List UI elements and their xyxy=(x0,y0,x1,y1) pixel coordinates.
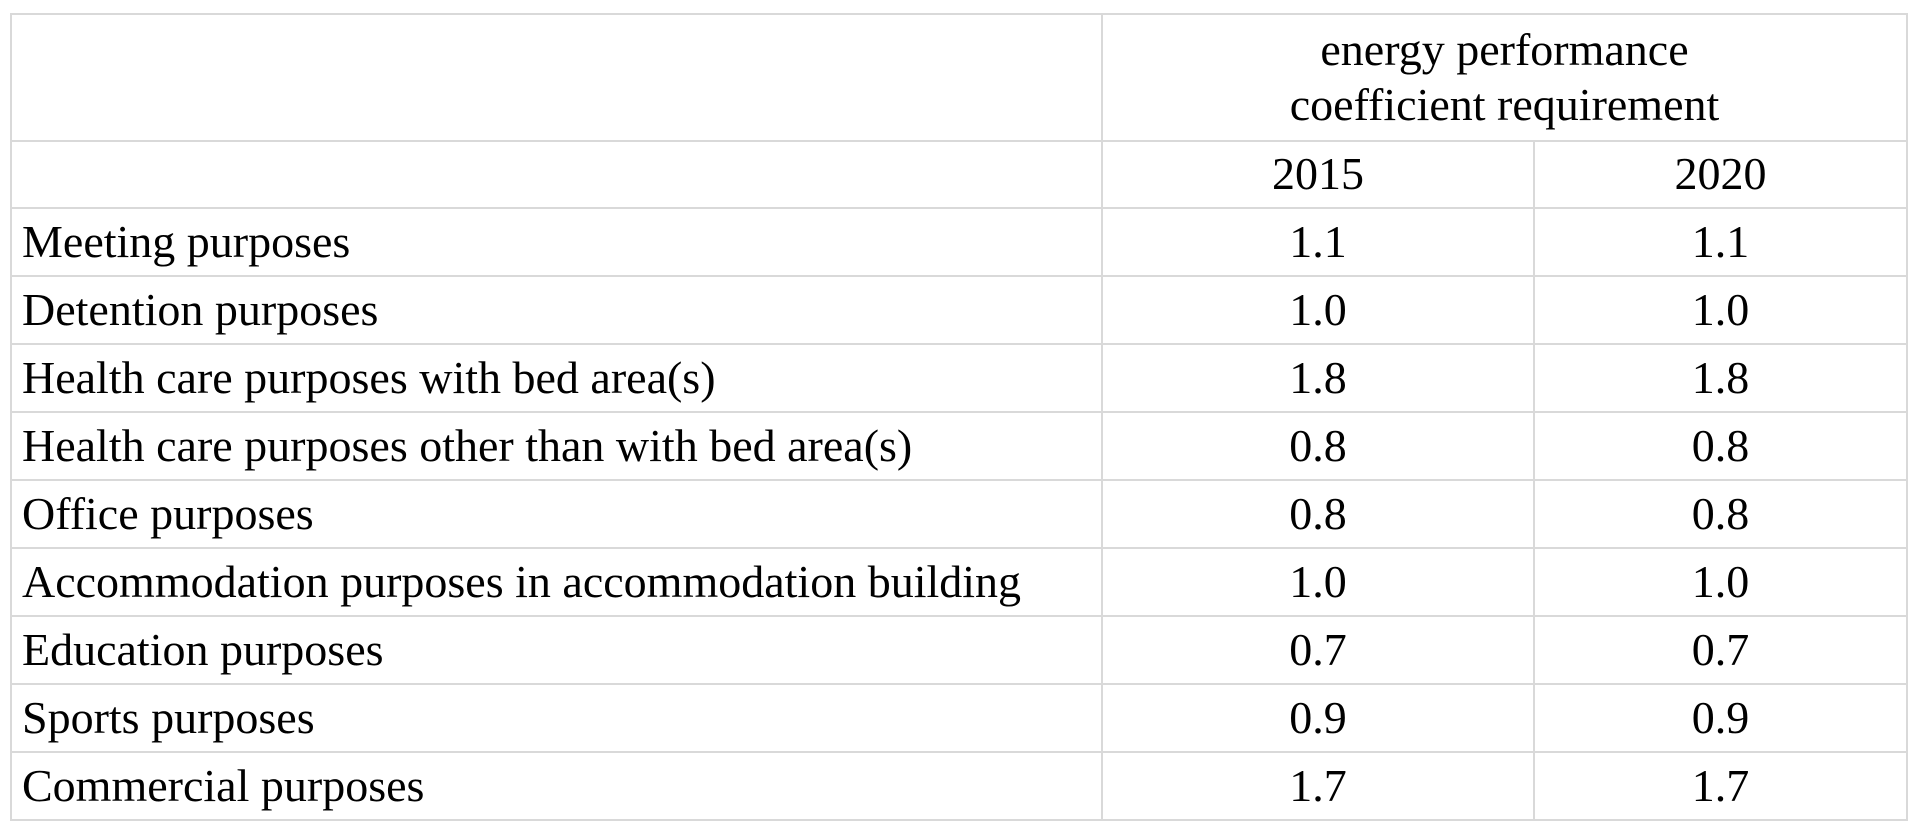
table-title-line-1: energy performance xyxy=(1320,24,1689,76)
energy-performance-table: energy performance coefficient requireme… xyxy=(10,13,1909,821)
table-title-line-2: coefficient requirement xyxy=(1289,78,1720,130)
merged-header-row: energy performance coefficient requireme… xyxy=(10,13,1909,142)
value-2015-cell: 1.0 xyxy=(1101,275,1535,345)
row-label-cell: Education purposes xyxy=(10,615,1103,685)
empty-corner-cell xyxy=(10,13,1103,142)
value-2020-cell: 0.8 xyxy=(1532,479,1909,549)
value-2015-cell: 0.8 xyxy=(1101,411,1535,481)
merged-title-cell: energy performance coefficient requireme… xyxy=(1100,13,1909,142)
table-row: Health care purposes other than with bed… xyxy=(10,411,1909,481)
value-2015-cell: 1.1 xyxy=(1101,207,1535,277)
table-row: Sports purposes 0.9 0.9 xyxy=(10,683,1909,753)
row-label-cell: Detention purposes xyxy=(10,275,1103,345)
row-label-cell: Meeting purposes xyxy=(10,207,1103,277)
value-2015-cell: 0.7 xyxy=(1101,615,1535,685)
year-header-row: 2015 2020 xyxy=(10,140,1909,209)
table-row: Commercial purposes 1.7 1.7 xyxy=(10,751,1909,821)
row-label-cell: Office purposes xyxy=(10,479,1103,549)
value-2020-cell: 1.0 xyxy=(1532,275,1909,345)
value-2020-cell: 1.8 xyxy=(1532,343,1909,413)
value-2015-cell: 1.8 xyxy=(1101,343,1535,413)
table-row: Meeting purposes 1.1 1.1 xyxy=(10,207,1909,277)
table-row: Detention purposes 1.0 1.0 xyxy=(10,275,1909,345)
table-row: Office purposes 0.8 0.8 xyxy=(10,479,1909,549)
year-2015-header: 2015 xyxy=(1101,140,1535,209)
value-2020-cell: 0.9 xyxy=(1532,683,1909,753)
row-label-cell: Sports purposes xyxy=(10,683,1103,753)
row-label-cell: Health care purposes with bed area(s) xyxy=(10,343,1103,413)
value-2020-cell: 1.1 xyxy=(1532,207,1909,277)
row-label-cell: Accommodation purposes in accommodation … xyxy=(10,547,1103,617)
table-row: Health care purposes with bed area(s) 1.… xyxy=(10,343,1909,413)
value-2020-cell: 1.7 xyxy=(1532,751,1909,821)
value-2015-cell: 1.0 xyxy=(1101,547,1535,617)
value-2015-cell: 1.7 xyxy=(1101,751,1535,821)
value-2020-cell: 1.0 xyxy=(1532,547,1909,617)
value-2015-cell: 0.8 xyxy=(1101,479,1535,549)
year-2020-header: 2020 xyxy=(1532,140,1909,209)
value-2020-cell: 0.8 xyxy=(1532,411,1909,481)
empty-year-cell xyxy=(10,140,1103,209)
row-label-cell: Health care purposes other than with bed… xyxy=(10,411,1103,481)
value-2015-cell: 0.9 xyxy=(1101,683,1535,753)
table-row: Education purposes 0.7 0.7 xyxy=(10,615,1909,685)
row-label-cell: Commercial purposes xyxy=(10,751,1103,821)
value-2020-cell: 0.7 xyxy=(1532,615,1909,685)
table-row: Accommodation purposes in accommodation … xyxy=(10,547,1909,617)
